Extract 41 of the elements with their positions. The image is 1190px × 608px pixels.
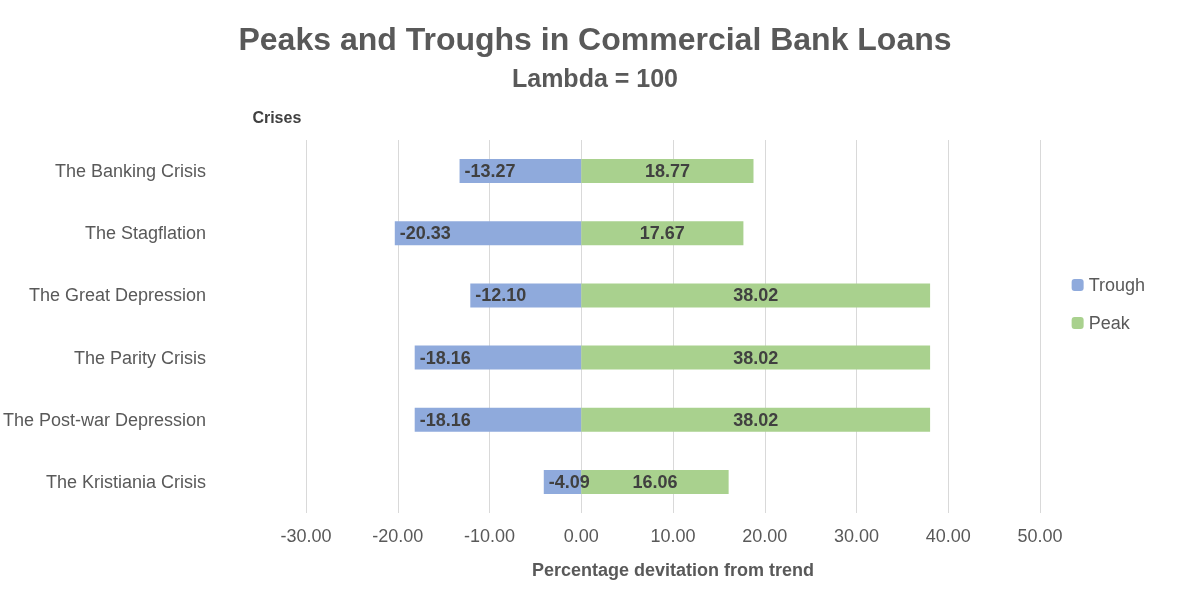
bar [581,159,754,184]
data-label: 18.77 [644,161,690,182]
data-label: -18.16 [419,347,471,368]
y-tick-label: The Parity Crisis [74,347,207,368]
bar [581,221,744,246]
x-tick-label: 20.00 [742,526,788,546]
x-tick-label: 40.00 [925,526,971,546]
x-tick-label: -10.00 [464,526,516,546]
x-tick-label: -30.00 [280,526,332,546]
y-tick-label: The Stagflation [85,223,207,244]
y-tick-label: The Kristiania Crisis [46,471,207,492]
x-tick-label: 0.00 [563,526,599,546]
data-label: -20.33 [399,223,451,244]
chart-title: Peaks and Troughs in Commercial Bank Loans [238,21,952,57]
x-tick-label: 10.00 [650,526,696,546]
y-tick-label: The Great Depression [28,285,207,306]
x-tick-label: -20.00 [372,526,424,546]
chart-subtitle: Lambda = 100 [511,63,679,92]
bar [394,221,582,246]
bar [581,407,931,432]
data-label: 38.02 [733,347,779,368]
data-label: -4.09 [548,471,590,492]
bar [414,407,582,432]
x-tick-label: 50.00 [1017,526,1063,546]
data-label: -12.10 [475,285,527,306]
bar [581,345,931,370]
bar [414,345,582,370]
x-tick-label: 30.00 [834,526,880,546]
legend-label: Trough [1088,275,1146,295]
bar [581,283,931,308]
data-label: 17.67 [639,223,685,244]
y-tick-label: The Banking Crisis [55,161,207,182]
data-label: 38.02 [733,285,779,306]
data-label: -18.16 [419,409,471,430]
data-label: 38.02 [733,409,779,430]
x-axis-title: Percentage devitation from trend [532,560,815,580]
legend-label: Peak [1088,313,1131,333]
y-tick-label: The Post-war Depression [2,409,207,430]
data-label: -13.27 [464,161,516,182]
data-label: 16.06 [632,471,678,492]
y-axis-title: Crises [252,108,302,126]
